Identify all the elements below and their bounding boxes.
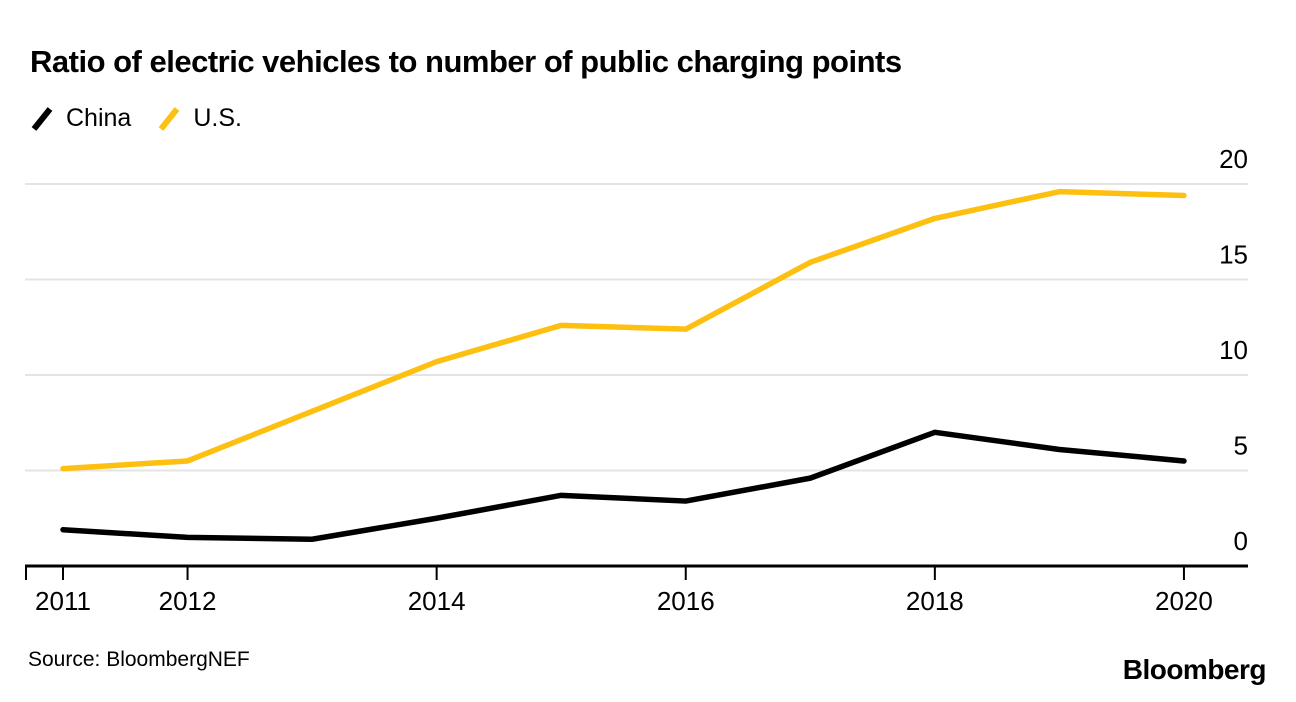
chart-legend: China U.S. [30,104,242,133]
y-tick-label: 10 [1219,335,1248,365]
legend-label-us: U.S. [193,104,242,132]
x-tick-label: 2018 [906,586,964,616]
x-tick-label: 2016 [657,586,715,616]
y-tick-label: 20 [1219,144,1248,174]
series-line-china [60,429,1187,543]
chart-title: Ratio of electric vehicles to number of … [30,44,902,79]
x-tick-label: 2014 [408,586,466,616]
y-tick-label: 5 [1234,431,1248,461]
us-series-slash-icon [158,106,180,131]
y-tick-label: 15 [1219,240,1248,270]
bloomberg-logo: Bloomberg [1122,654,1267,685]
legend-item-china: China [30,104,131,133]
x-tick-label: 2011 [35,586,91,616]
x-tick-label: 2012 [159,586,217,616]
legend-label-china: China [66,104,132,132]
x-tick-label: 2020 [1155,586,1213,616]
china-series-slash-icon [31,106,53,131]
y-tick-label: 0 [1234,526,1248,556]
series-line-us [60,188,1187,472]
legend-item-us: U.S. [157,104,242,133]
source-attribution: Source: BloombergNEF [28,648,250,671]
